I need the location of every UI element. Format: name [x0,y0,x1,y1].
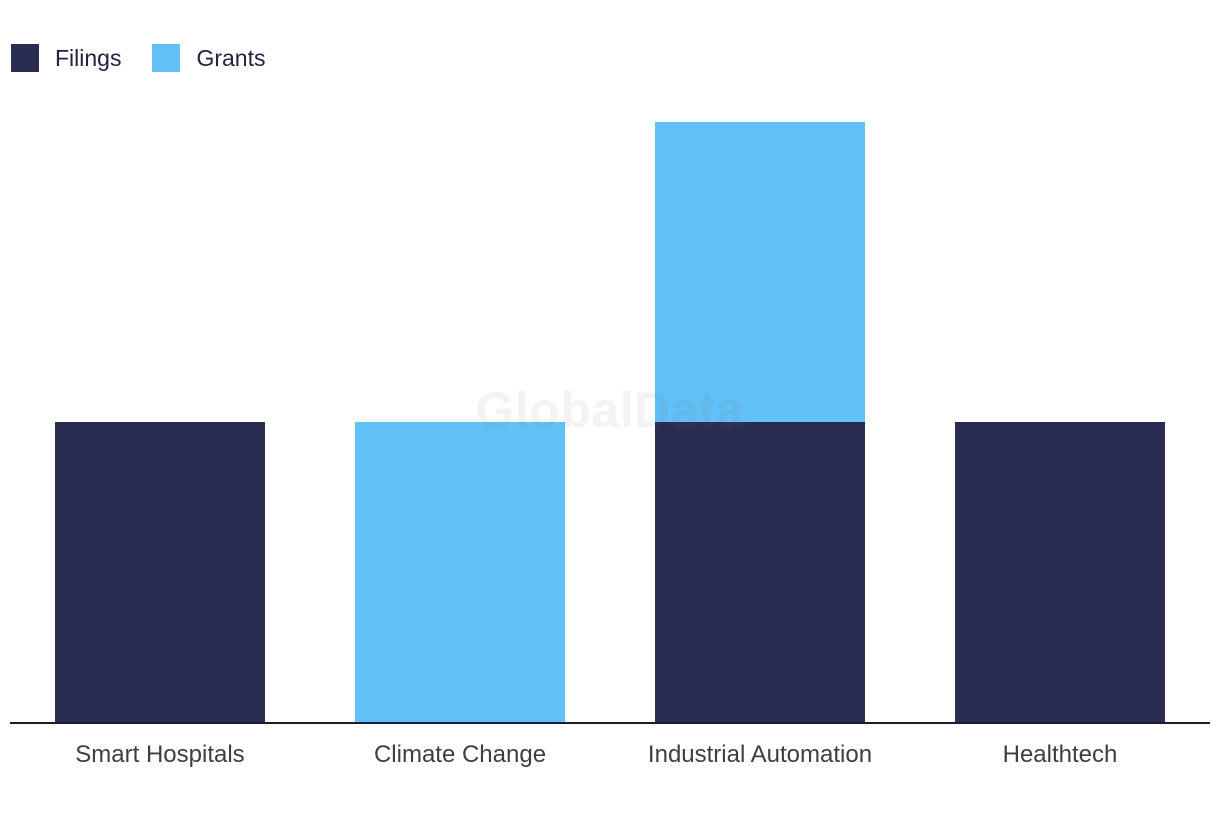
x-axis-label-climate-change: Climate Change [373,741,547,768]
filings-swatch-icon [11,44,39,72]
x-axis-line [10,722,1210,724]
legend-item-filings[interactable]: Filings [11,44,121,72]
legend-item-grants[interactable]: Grants [152,44,266,72]
bar-segment-grants-industrial-automation[interactable] [655,122,865,422]
bar-industrial-automation [655,122,865,722]
legend-label-grants: Grants [196,45,266,71]
chart-legend: Filings Grants [11,44,266,72]
x-axis-label-healthtech: Healthtech [1002,741,1118,768]
grants-swatch-icon [152,44,181,72]
x-axis-label-smart-hospitals: Smart Hospitals [75,741,245,768]
legend-label-filings: Filings [55,45,122,71]
bar-climate-change [355,422,565,722]
plot-area [10,0,1210,724]
bar-segment-filings-healthtech[interactable] [955,422,1165,722]
bar-segment-grants-climate-change[interactable] [355,422,565,722]
x-axis-label-industrial-automation: Industrial Automation [647,741,873,768]
bar-healthtech [955,422,1165,722]
bar-segment-filings-industrial-automation[interactable] [655,422,865,722]
bar-segment-filings-smart-hospitals[interactable] [55,422,265,722]
bar-smart-hospitals [55,422,265,722]
x-axis-labels: Smart Hospitals Climate Change Industrial … [10,741,1210,773]
